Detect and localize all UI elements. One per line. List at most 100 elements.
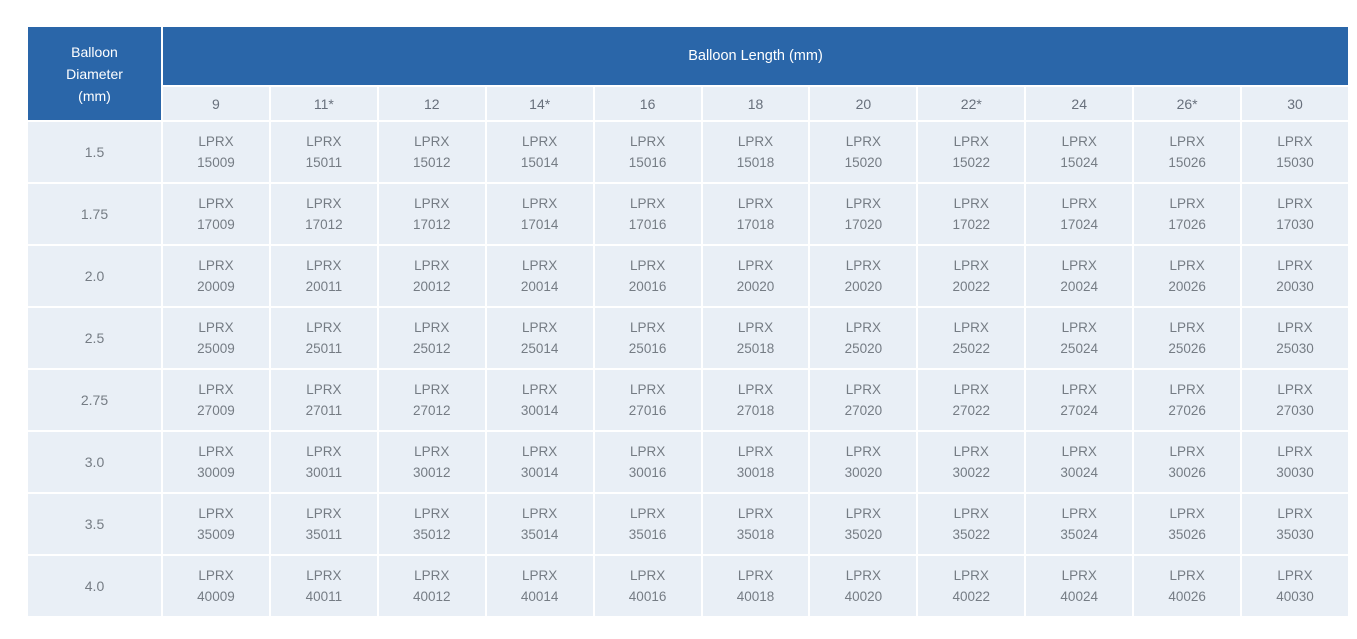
- code-number: 25026: [1168, 340, 1206, 356]
- code-cell: LPRX 30026: [1134, 432, 1241, 492]
- code-prefix: LPRX: [198, 134, 234, 149]
- code-number: 20012: [412, 278, 451, 294]
- code-number: 17022: [952, 216, 991, 232]
- code-prefix: LPRX: [737, 444, 774, 459]
- code-prefix: LPRX: [414, 568, 450, 583]
- code-number: 40026: [1168, 588, 1206, 604]
- code-prefix: LPRX: [198, 258, 234, 273]
- code-prefix: LPRX: [306, 382, 342, 397]
- code-number: 27024: [1060, 402, 1098, 418]
- code-cell: LPRX 20016: [594, 246, 701, 306]
- code-number: 35020: [844, 526, 883, 542]
- code-number: 30030: [1276, 464, 1314, 480]
- code-number: 25018: [736, 340, 775, 356]
- code-cell: LPRX 15020: [810, 122, 917, 182]
- code-prefix: LPRX: [1169, 444, 1205, 459]
- code-prefix: LPRX: [737, 134, 774, 149]
- code-number: 15020: [844, 154, 883, 170]
- code-number: 30020: [844, 464, 883, 480]
- code-prefix: LPRX: [953, 258, 989, 273]
- length-col-header: 11*: [270, 87, 377, 120]
- code-cell: LPRX 15014: [486, 122, 593, 182]
- code-prefix: LPRX: [1277, 568, 1313, 583]
- code-prefix: LPRX: [1061, 134, 1097, 149]
- code-cell: LPRX 20030: [1242, 246, 1348, 306]
- code-prefix: LPRX: [953, 568, 989, 583]
- code-number: 17012: [305, 216, 343, 232]
- code-cell: LPRX 40022: [918, 556, 1025, 616]
- code-prefix: LPRX: [1277, 320, 1313, 335]
- code-number: 20016: [628, 278, 667, 294]
- code-prefix: LPRX: [1277, 196, 1313, 211]
- table-body: 1.5 LPRX 15009 LPRX 15011 LPRX 15012 LPRX 15014 L…: [28, 122, 1348, 616]
- code-number: 35016: [628, 526, 667, 542]
- length-col-header: 26*: [1134, 87, 1241, 120]
- code-number: 17012: [412, 216, 451, 232]
- table-row: 4.0 LPRX 40009 LPRX 40011 LPRX 40012 LPRX 40014 L…: [28, 556, 1348, 616]
- code-prefix: LPRX: [845, 320, 882, 335]
- code-prefix: LPRX: [198, 382, 234, 397]
- code-prefix: LPRX: [1277, 258, 1313, 273]
- code-prefix: LPRX: [306, 320, 342, 335]
- code-number: 25020: [844, 340, 883, 356]
- code-cell: LPRX 27026: [1134, 370, 1241, 430]
- code-prefix: LPRX: [953, 134, 989, 149]
- code-prefix: LPRX: [1169, 258, 1205, 273]
- code-prefix: LPRX: [1169, 506, 1205, 521]
- code-prefix: LPRX: [629, 320, 666, 335]
- code-prefix: LPRX: [198, 320, 234, 335]
- code-cell: LPRX 30014: [486, 370, 593, 430]
- code-cell: LPRX 27018: [702, 370, 809, 430]
- code-cell: LPRX 20020: [810, 246, 917, 306]
- code-number: 30014: [520, 402, 559, 418]
- code-number: 35030: [1276, 526, 1314, 542]
- code-prefix: LPRX: [845, 382, 882, 397]
- code-prefix: LPRX: [1061, 444, 1097, 459]
- code-prefix: LPRX: [629, 506, 666, 521]
- code-number: 25009: [197, 340, 235, 356]
- code-cell: LPRX 27012: [378, 370, 485, 430]
- code-number: 35024: [1060, 526, 1098, 542]
- code-number: 15026: [1168, 154, 1206, 170]
- code-number: 35022: [952, 526, 991, 542]
- code-prefix: LPRX: [198, 196, 234, 211]
- code-number: 15009: [197, 154, 235, 170]
- code-number: 40018: [736, 588, 775, 604]
- code-cell: LPRX 15016: [594, 122, 701, 182]
- diameter-cell: 3.0: [28, 432, 161, 492]
- length-col-header: 22*: [918, 87, 1025, 120]
- length-col-header: 12: [378, 87, 485, 120]
- code-cell: LPRX 25014: [486, 308, 593, 368]
- length-col-header: 16: [594, 87, 701, 120]
- code-cell: LPRX 30012: [378, 432, 485, 492]
- code-cell: LPRX 17012: [378, 184, 485, 244]
- code-prefix: LPRX: [737, 382, 774, 397]
- code-prefix: LPRX: [1277, 382, 1313, 397]
- code-cell: LPRX 30014: [486, 432, 593, 492]
- code-prefix: LPRX: [1169, 382, 1205, 397]
- table-row: 3.5 LPRX 35009 LPRX 35011 LPRX 35012 LPRX 35014 L…: [28, 494, 1348, 554]
- code-number: 17009: [197, 216, 235, 232]
- code-cell: LPRX 35026: [1134, 494, 1241, 554]
- code-prefix: LPRX: [1169, 134, 1205, 149]
- code-prefix: LPRX: [629, 382, 666, 397]
- code-cell: LPRX 15022: [918, 122, 1025, 182]
- code-prefix: LPRX: [1061, 568, 1097, 583]
- code-number: 40016: [628, 588, 667, 604]
- code-prefix: LPRX: [522, 134, 558, 149]
- code-number: 20014: [520, 278, 559, 294]
- code-prefix: LPRX: [522, 382, 558, 397]
- code-cell: LPRX 25022: [918, 308, 1025, 368]
- code-cell: LPRX 20009: [163, 246, 269, 306]
- code-cell: LPRX 35022: [918, 494, 1025, 554]
- code-cell: LPRX 40018: [702, 556, 809, 616]
- code-number: 17024: [1060, 216, 1098, 232]
- diameter-header-line: (mm): [78, 87, 111, 104]
- code-cell: LPRX 30018: [702, 432, 809, 492]
- code-cell: LPRX 40014: [486, 556, 593, 616]
- code-prefix: LPRX: [953, 506, 989, 521]
- code-number: 25011: [305, 340, 343, 356]
- diameter-header-line: Diameter: [66, 65, 123, 82]
- code-cell: LPRX 17018: [702, 184, 809, 244]
- code-number: 15014: [520, 154, 559, 170]
